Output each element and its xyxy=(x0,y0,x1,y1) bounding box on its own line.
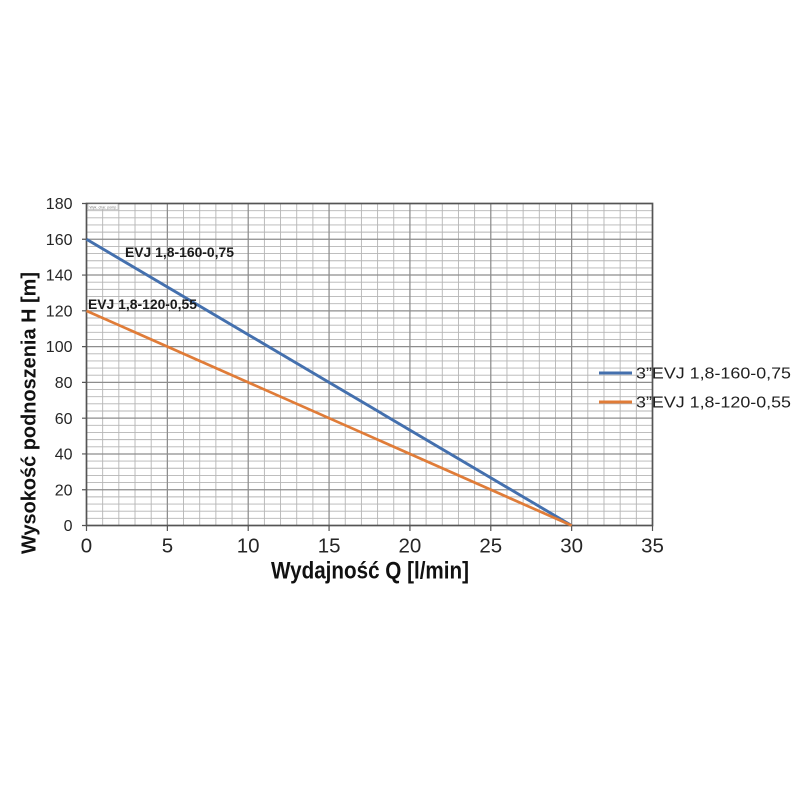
svg-text:30: 30 xyxy=(560,535,583,558)
svg-text:EVJ 1,8-160-0,75: EVJ 1,8-160-0,75 xyxy=(125,245,235,260)
svg-text:3”EVJ 1,8-120-0,55: 3”EVJ 1,8-120-0,55 xyxy=(636,395,791,412)
svg-text:5: 5 xyxy=(162,535,173,558)
svg-text:20: 20 xyxy=(55,482,73,499)
svg-text:40: 40 xyxy=(55,447,73,464)
svg-text:0: 0 xyxy=(81,535,92,558)
svg-text:180: 180 xyxy=(46,196,73,213)
svg-text:20: 20 xyxy=(398,535,421,558)
svg-text:60: 60 xyxy=(55,411,73,428)
svg-text:140: 140 xyxy=(46,268,73,285)
svg-text:160: 160 xyxy=(46,232,73,249)
svg-text:10: 10 xyxy=(237,535,260,558)
svg-text:25: 25 xyxy=(479,535,502,558)
svg-text:3”EVJ 1,8-160-0,75: 3”EVJ 1,8-160-0,75 xyxy=(636,366,791,383)
svg-text:35: 35 xyxy=(641,535,664,558)
svg-text:80: 80 xyxy=(55,375,73,392)
svg-text:0: 0 xyxy=(64,518,73,535)
svg-text:Wysokość podnoszenia H [m]: Wysokość podnoszenia H [m] xyxy=(19,272,41,554)
svg-text:Wydajność Q [l/min]: Wydajność Q [l/min] xyxy=(271,558,469,585)
svg-text:100: 100 xyxy=(46,339,73,356)
svg-text:120: 120 xyxy=(46,303,73,320)
svg-text:15: 15 xyxy=(318,535,341,558)
svg-text:EVJ 1,8-120-0,55: EVJ 1,8-120-0,55 xyxy=(88,297,198,312)
svg-text:Wyk. char. pomp: Wyk. char. pomp xyxy=(90,205,117,209)
